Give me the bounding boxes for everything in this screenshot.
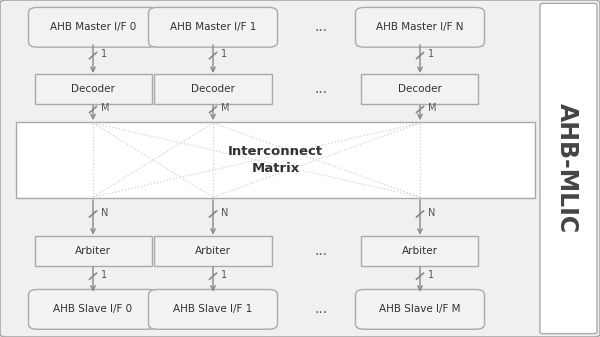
FancyBboxPatch shape [29,289,157,329]
Text: Interconnect: Interconnect [228,145,323,158]
Text: Decoder: Decoder [71,84,115,94]
Text: 1: 1 [101,270,107,280]
Text: 1: 1 [428,49,434,59]
FancyBboxPatch shape [355,289,485,329]
Text: M: M [101,103,110,113]
Text: AHB-MLIC: AHB-MLIC [555,103,579,234]
Text: Decoder: Decoder [398,84,442,94]
FancyBboxPatch shape [361,236,479,266]
Text: Decoder: Decoder [191,84,235,94]
Text: ...: ... [314,20,328,34]
Text: M: M [428,103,437,113]
Text: ...: ... [314,82,328,96]
Text: 1: 1 [101,49,107,59]
FancyBboxPatch shape [355,7,485,47]
Text: Arbiter: Arbiter [402,246,438,256]
FancyBboxPatch shape [29,7,157,47]
Text: N: N [101,208,109,218]
Text: N: N [428,208,436,218]
FancyBboxPatch shape [16,122,535,198]
Text: AHB Master I/F 1: AHB Master I/F 1 [170,22,256,32]
FancyBboxPatch shape [148,289,277,329]
FancyBboxPatch shape [361,74,479,104]
Text: Matrix: Matrix [251,162,299,175]
Text: 1: 1 [221,270,227,280]
FancyBboxPatch shape [35,236,151,266]
FancyBboxPatch shape [35,74,151,104]
FancyBboxPatch shape [154,236,271,266]
FancyBboxPatch shape [540,3,597,334]
Text: AHB Slave I/F M: AHB Slave I/F M [379,304,461,314]
Text: 1: 1 [221,49,227,59]
Text: Arbiter: Arbiter [75,246,111,256]
Text: ...: ... [314,302,328,316]
Text: ...: ... [314,244,328,258]
Text: M: M [221,103,230,113]
Text: AHB Master I/F N: AHB Master I/F N [376,22,464,32]
Text: AHB Slave I/F 1: AHB Slave I/F 1 [173,304,253,314]
Text: Arbiter: Arbiter [195,246,231,256]
Text: N: N [221,208,229,218]
Text: AHB Master I/F 0: AHB Master I/F 0 [50,22,136,32]
FancyBboxPatch shape [148,7,277,47]
Text: AHB Slave I/F 0: AHB Slave I/F 0 [53,304,133,314]
Text: 1: 1 [428,270,434,280]
FancyBboxPatch shape [154,74,271,104]
